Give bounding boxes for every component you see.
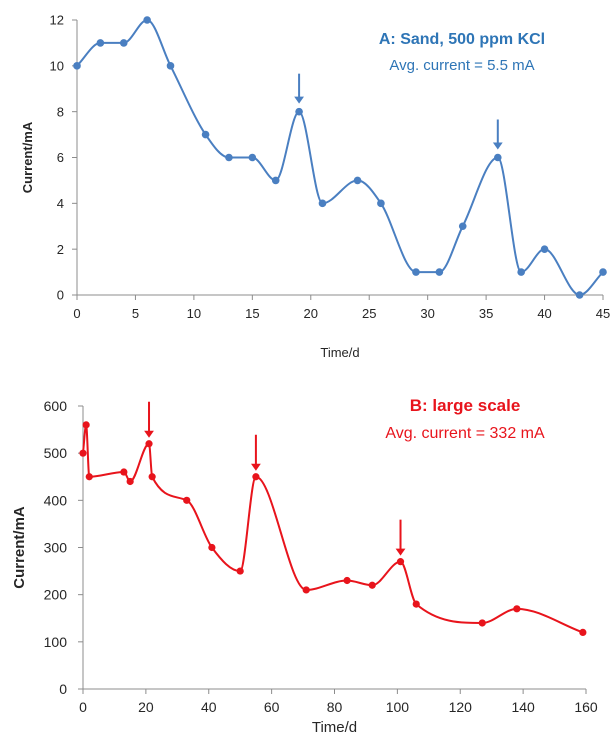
data-point — [252, 473, 260, 481]
y-tick-label: 4 — [57, 196, 64, 211]
chart-panel-b: 0 100 200 300 400 500 600 0 20 40 60 80 100 120 140 160… — [11, 396, 598, 736]
data-point — [143, 16, 151, 24]
data-point — [120, 468, 128, 476]
chart-title: A: Sand, 500 ppm KCl — [379, 31, 545, 48]
x-tick-label: 60 — [264, 699, 280, 715]
data-point — [368, 581, 376, 589]
y-tick-label: 200 — [44, 587, 68, 603]
x-tick-label: 40 — [201, 699, 217, 715]
y-tick-label: 400 — [44, 492, 68, 508]
y-tick-label: 100 — [44, 634, 68, 650]
data-point — [302, 586, 310, 594]
x-tick-label: 5 — [132, 306, 139, 321]
data-point — [119, 39, 128, 47]
data-point — [343, 576, 351, 585]
data-point — [575, 291, 584, 299]
data-point — [540, 245, 549, 253]
x-tick-label: 80 — [327, 699, 343, 715]
data-point — [145, 440, 153, 448]
peak-arrow — [294, 73, 304, 104]
x-tick-label: 20 — [138, 699, 154, 715]
x-tick-label: 15 — [245, 306, 259, 321]
data-point — [183, 496, 191, 504]
y-tick-label: 10 — [50, 59, 64, 74]
x-tick-label: 100 — [386, 699, 410, 715]
data-point — [513, 605, 521, 613]
chart-panel-a: 0 2 4 6 8 10 12 0 5 10 15 20 25 30 35 40 45 Time/d Current… — [20, 13, 610, 360]
x-tick-label: 35 — [479, 306, 493, 321]
series-line — [82, 423, 584, 634]
y-tick-label: 8 — [57, 104, 64, 119]
y-tick-label: 6 — [57, 150, 64, 165]
y-tick-label: 300 — [44, 540, 68, 556]
data-point — [412, 268, 420, 276]
data-point — [478, 619, 486, 627]
data-point — [96, 39, 105, 47]
y-axis-label: Current/mA — [20, 121, 35, 193]
peak-arrow — [251, 434, 261, 471]
data-point — [166, 62, 175, 70]
x-tick-label: 0 — [73, 306, 80, 321]
x-tick-label: 40 — [537, 306, 551, 321]
x-tick-label: 45 — [596, 306, 610, 321]
data-point — [248, 153, 257, 162]
data-point — [148, 473, 156, 481]
data-point — [377, 199, 385, 208]
data-point — [225, 153, 233, 162]
data-point — [318, 199, 327, 208]
chart-title: B: large scale — [410, 396, 521, 415]
data-point — [271, 176, 280, 185]
data-point — [82, 421, 90, 429]
data-point — [396, 558, 405, 566]
x-tick-label: 30 — [420, 306, 434, 321]
data-point — [517, 268, 525, 276]
data-point — [236, 567, 244, 575]
y-tick-label: 0 — [59, 681, 67, 697]
data-point — [494, 153, 502, 162]
x-tick-label: 120 — [449, 699, 473, 715]
peak-arrow — [395, 519, 406, 556]
x-tick-label: 140 — [511, 699, 535, 715]
data-point — [208, 543, 216, 552]
x-tick-label: 25 — [362, 306, 376, 321]
x-axis-label: Time/d — [312, 719, 357, 736]
data-point — [579, 628, 587, 637]
x-tick-label: 10 — [187, 306, 201, 321]
data-point — [85, 473, 93, 481]
y-tick-label: 0 — [57, 288, 64, 303]
data-point — [412, 600, 420, 608]
data-point — [126, 477, 134, 486]
data-point — [599, 268, 607, 276]
peak-arrow — [492, 119, 503, 150]
y-axis-label: Current/mA — [11, 506, 28, 589]
peak-arrow — [144, 401, 154, 438]
y-tick-label: 12 — [50, 13, 64, 28]
y-tick-label: 600 — [44, 398, 68, 414]
x-tick-label: 20 — [304, 306, 318, 321]
average-current-annotation: Avg. current = 5.5 mA — [389, 57, 534, 74]
data-point — [201, 130, 210, 139]
data-point — [353, 176, 362, 185]
y-tick-label: 2 — [57, 242, 64, 257]
x-tick-label: 0 — [79, 699, 87, 715]
x-tick-label: 160 — [574, 699, 598, 715]
data-point — [435, 268, 444, 276]
data-point — [295, 107, 303, 116]
x-axis-label: Time/d — [320, 345, 359, 360]
data-point — [458, 222, 467, 231]
y-tick-label: 500 — [44, 445, 68, 461]
average-current-annotation: Avg. current = 332 mA — [385, 425, 545, 442]
data-point — [73, 62, 81, 70]
data-point — [79, 449, 87, 457]
